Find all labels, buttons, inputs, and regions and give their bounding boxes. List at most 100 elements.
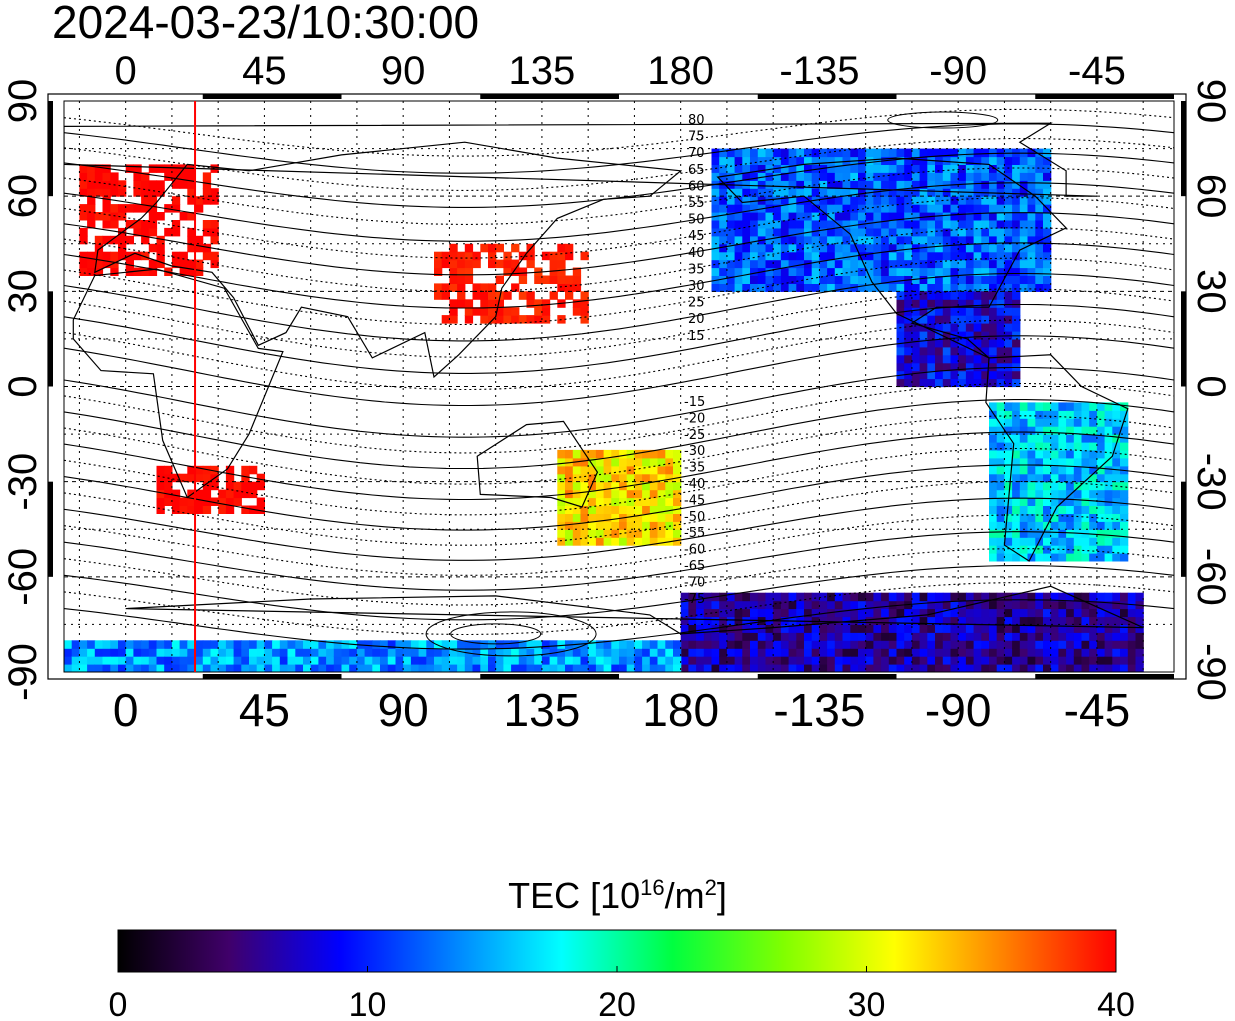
tec-cell	[896, 640, 905, 649]
tec-cell	[110, 267, 119, 276]
tec-cell	[827, 624, 836, 633]
tec-cell	[1120, 616, 1129, 625]
tec-cell	[1058, 442, 1067, 451]
tec-cell	[1096, 592, 1106, 602]
tec-cell	[719, 156, 728, 165]
tec-cell	[1012, 442, 1021, 451]
tec-cell	[102, 180, 111, 189]
tec-cell	[1019, 204, 1029, 213]
tec-cell	[981, 275, 990, 284]
tec-cell	[757, 632, 767, 641]
tec-cell	[742, 196, 751, 205]
tec-cell	[1104, 426, 1113, 435]
tec-cell	[981, 251, 990, 261]
tec-cell	[403, 640, 412, 649]
tec-cell	[965, 640, 975, 649]
tec-cell	[819, 656, 828, 665]
tec-cell	[649, 521, 659, 530]
tec-cell	[1019, 259, 1029, 269]
tec-cell	[1073, 664, 1083, 672]
tec-cell	[187, 267, 196, 276]
tec-cell	[927, 196, 936, 205]
tec-cell	[480, 648, 489, 657]
tec-cell	[719, 656, 728, 665]
tec-cell	[187, 212, 196, 221]
tec-cell	[726, 664, 736, 672]
tec-cell	[1081, 537, 1090, 546]
tec-cell	[996, 505, 1005, 514]
tec-cell	[989, 227, 998, 237]
tec-cell	[1096, 489, 1106, 499]
tec-cell	[102, 648, 111, 657]
tec-cell	[110, 204, 119, 213]
tec-cell	[942, 259, 952, 269]
tec-cell	[858, 283, 867, 292]
tec-cell	[87, 259, 96, 269]
tec-cell	[719, 267, 728, 276]
tec-cell	[125, 235, 134, 245]
tec-cell	[1012, 291, 1021, 300]
tec-cell	[179, 251, 188, 261]
tec-cell	[911, 656, 921, 665]
tec-cell	[673, 529, 682, 538]
tec-cell	[811, 212, 820, 221]
tec-cell	[881, 592, 890, 602]
top-lon-tick-label: 0	[115, 49, 137, 93]
tec-cell	[1027, 418, 1036, 427]
tec-cell	[1066, 426, 1075, 435]
tec-cell	[1019, 505, 1029, 514]
tec-cell	[842, 156, 851, 165]
tec-cell	[642, 457, 651, 467]
tec-cell	[911, 346, 921, 356]
tec-cell	[942, 275, 952, 284]
tec-cell	[1035, 426, 1044, 435]
tec-cell	[996, 537, 1005, 546]
tec-cell	[1066, 640, 1075, 649]
tec-cell	[603, 505, 612, 514]
tec-cell	[1112, 457, 1121, 467]
colorbar-tick-label: 20	[598, 986, 636, 1021]
tec-cell	[865, 180, 874, 189]
tec-cell	[179, 212, 188, 221]
tec-cell	[179, 259, 188, 269]
tec-cell	[804, 156, 813, 165]
left-lat-tick-label: -90	[1, 643, 45, 701]
tec-cell	[788, 656, 797, 665]
contour-label-south: -55	[684, 526, 705, 541]
tec-cell	[750, 235, 759, 245]
tec-cell	[110, 251, 119, 261]
tec-cell	[1089, 632, 1098, 641]
tec-cell	[819, 592, 828, 602]
tec-cell	[1035, 505, 1044, 514]
tec-cell	[1012, 505, 1021, 514]
tec-cell	[118, 648, 127, 657]
tec-cell	[565, 664, 574, 672]
tec-cell	[1035, 267, 1044, 276]
tec-cell	[102, 251, 111, 261]
tec-cell	[1019, 664, 1029, 672]
tec-cell	[958, 624, 967, 633]
tec-cell	[719, 624, 728, 633]
tec-cell	[673, 457, 682, 467]
tec-cell	[118, 180, 127, 189]
tec-cell	[87, 640, 96, 649]
tec-cell	[950, 267, 959, 276]
tec-cell	[958, 323, 967, 332]
tec-cell	[911, 283, 921, 292]
tec-cell	[333, 656, 343, 665]
tec-cell	[804, 600, 813, 610]
tec-cell	[287, 648, 296, 657]
tec-cell	[572, 449, 582, 459]
tec-cell	[888, 164, 898, 173]
tec-cell	[1050, 465, 1059, 475]
tec-cell	[1135, 648, 1144, 657]
tec-cell	[811, 251, 820, 261]
tec-cell	[935, 648, 944, 657]
tec-cell	[87, 204, 96, 213]
tec-cell	[904, 196, 913, 205]
tec-cell	[1096, 402, 1106, 411]
tec-cell	[1096, 442, 1106, 451]
tec-cell	[827, 235, 836, 245]
tec-cell	[171, 164, 181, 173]
tec-cell	[788, 648, 797, 657]
